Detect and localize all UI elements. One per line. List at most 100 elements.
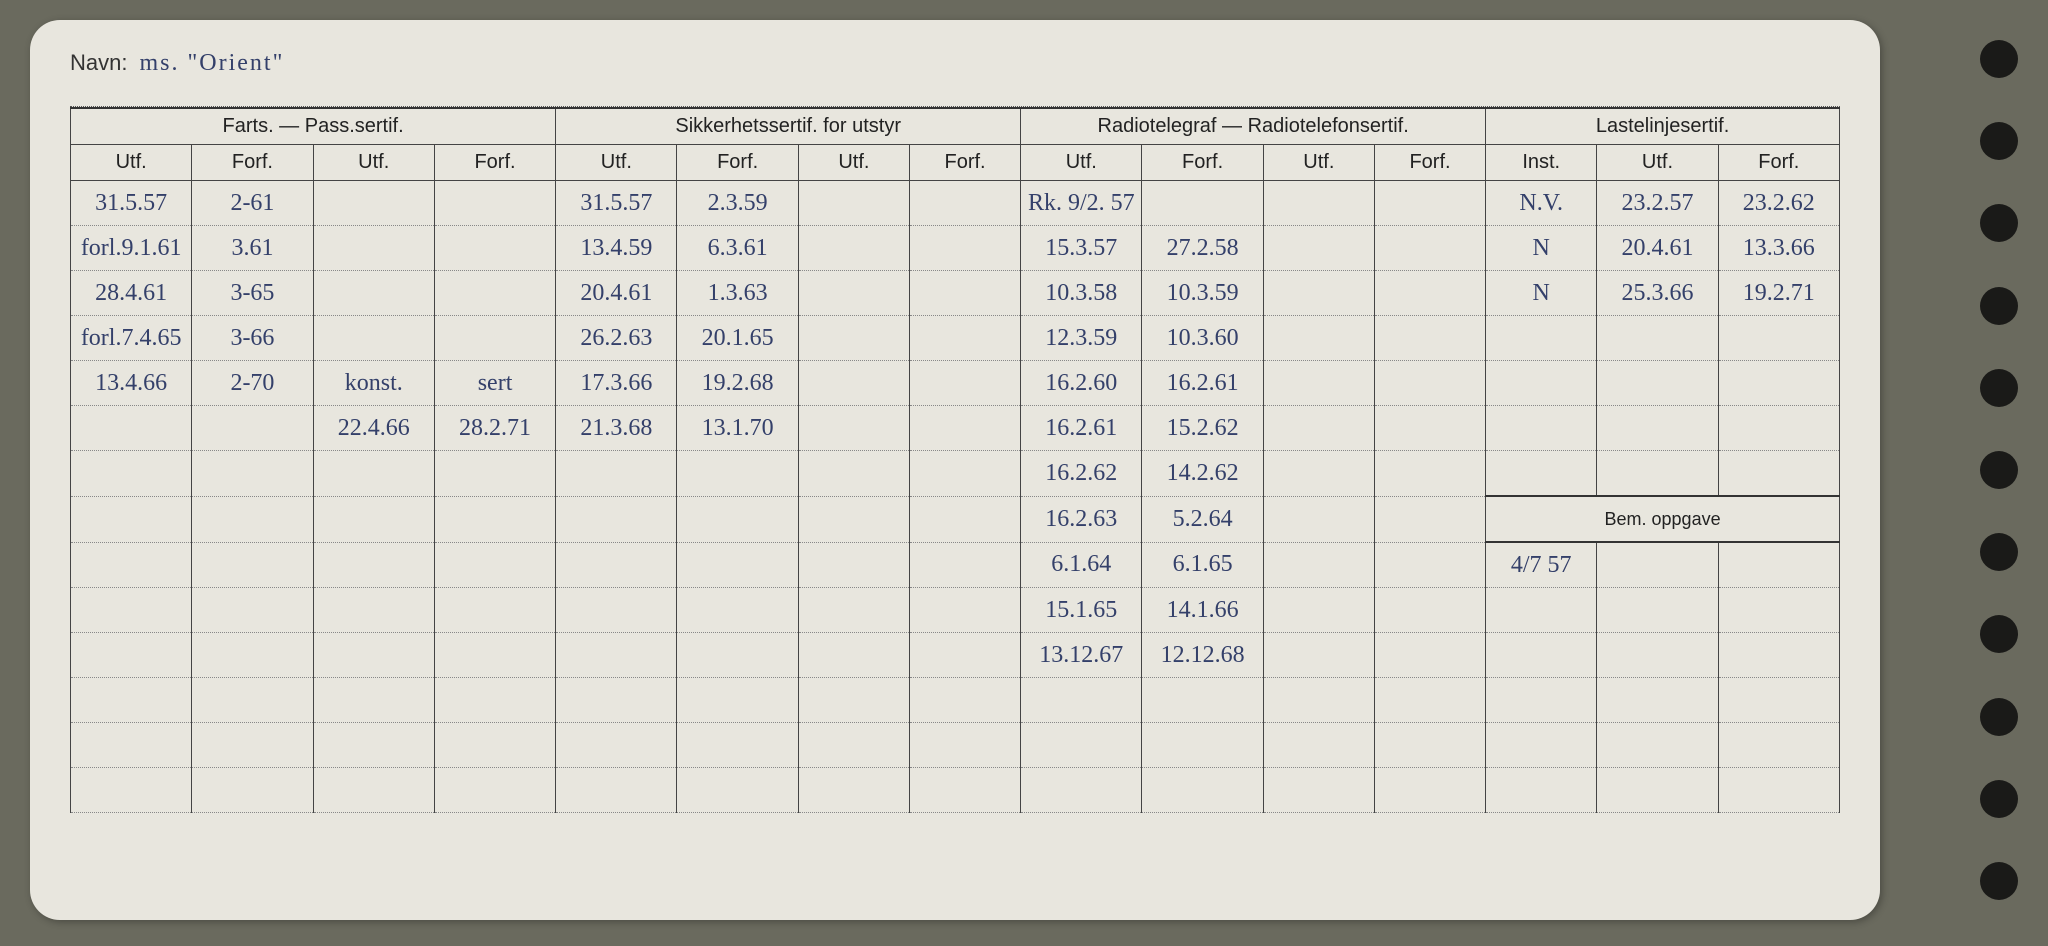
cell (1597, 723, 1718, 768)
cell (556, 768, 677, 813)
cell (313, 451, 434, 497)
cell (1263, 316, 1374, 361)
binder-holes (1980, 40, 2018, 900)
cell (798, 588, 909, 633)
hole-icon (1980, 698, 2018, 736)
cell (313, 181, 434, 226)
cell (313, 226, 434, 271)
cell (909, 361, 1020, 406)
cell (71, 588, 192, 633)
cell (798, 361, 909, 406)
cell (909, 451, 1020, 497)
cell (909, 588, 1020, 633)
sub-utf: Utf. (313, 145, 434, 181)
cell (1718, 406, 1839, 451)
cell (1374, 316, 1485, 361)
cell: 16.2.61 (1021, 406, 1142, 451)
cell (677, 768, 798, 813)
cell (1718, 316, 1839, 361)
cell: 17.3.66 (556, 361, 677, 406)
cell (798, 316, 909, 361)
cell: 31.5.57 (71, 181, 192, 226)
cell (909, 406, 1020, 451)
cell (556, 451, 677, 497)
ship-name: ms. "Orient" (139, 50, 284, 77)
cell (798, 678, 909, 723)
cell (1486, 588, 1597, 633)
cell (1718, 542, 1839, 588)
cell (909, 678, 1020, 723)
cell: 19.2.71 (1718, 271, 1839, 316)
cell (798, 181, 909, 226)
cell: N (1486, 271, 1597, 316)
table-row (71, 723, 1840, 768)
cell (798, 768, 909, 813)
cell (798, 406, 909, 451)
cell: 10.3.60 (1142, 316, 1263, 361)
cell (1263, 451, 1374, 497)
cell (1597, 451, 1718, 497)
header-farts: Farts. — Pass.sertif. (71, 108, 556, 145)
hole-icon (1980, 287, 2018, 325)
table-row (71, 678, 1840, 723)
cell: 15.1.65 (1021, 588, 1142, 633)
cell (556, 542, 677, 588)
cell (313, 588, 434, 633)
cell (1021, 768, 1142, 813)
cell: 10.3.58 (1021, 271, 1142, 316)
cell: 12.12.68 (1142, 633, 1263, 678)
cell: 3.61 (192, 226, 313, 271)
cell (798, 226, 909, 271)
cell (1374, 588, 1485, 633)
hole-icon (1980, 780, 2018, 818)
cell: 16.2.60 (1021, 361, 1142, 406)
cell (434, 768, 555, 813)
cell (1718, 361, 1839, 406)
cell (1263, 768, 1374, 813)
name-label: Navn: (70, 50, 127, 76)
cell (434, 496, 555, 542)
cell (192, 678, 313, 723)
cell (1263, 723, 1374, 768)
cell (192, 588, 313, 633)
cell (1142, 768, 1263, 813)
cell (1597, 678, 1718, 723)
cell (434, 633, 555, 678)
cell (1597, 633, 1718, 678)
bem-value: 4/7 57 (1486, 542, 1597, 588)
sub-forf: Forf. (677, 145, 798, 181)
cell (71, 451, 192, 497)
cell (909, 496, 1020, 542)
cell (909, 226, 1020, 271)
cell (798, 723, 909, 768)
sub-utf: Utf. (71, 145, 192, 181)
cell (1374, 768, 1485, 813)
cell: 20.1.65 (677, 316, 798, 361)
cell (677, 633, 798, 678)
cell: 21.3.68 (556, 406, 677, 451)
cell: 13.12.67 (1021, 633, 1142, 678)
cell (1486, 723, 1597, 768)
cell: 20.4.61 (556, 271, 677, 316)
cell (313, 542, 434, 588)
cell (1263, 542, 1374, 588)
cell (192, 496, 313, 542)
cell: 10.3.59 (1142, 271, 1263, 316)
index-card: Navn: ms. "Orient" Farts. — Pass.sertif.… (30, 20, 1880, 920)
cell (434, 316, 555, 361)
cell (434, 588, 555, 633)
cell (71, 678, 192, 723)
cell (313, 496, 434, 542)
table-row: 16.2.6214.2.62 (71, 451, 1840, 497)
cell (909, 723, 1020, 768)
cell (1263, 361, 1374, 406)
cell: sert (434, 361, 555, 406)
cell (434, 678, 555, 723)
cell (71, 768, 192, 813)
sub-utf: Utf. (1021, 145, 1142, 181)
cell: 1.3.63 (677, 271, 798, 316)
cell (192, 768, 313, 813)
sub-utf: Utf. (1263, 145, 1374, 181)
cell (1374, 678, 1485, 723)
sub-utf: Utf. (556, 145, 677, 181)
